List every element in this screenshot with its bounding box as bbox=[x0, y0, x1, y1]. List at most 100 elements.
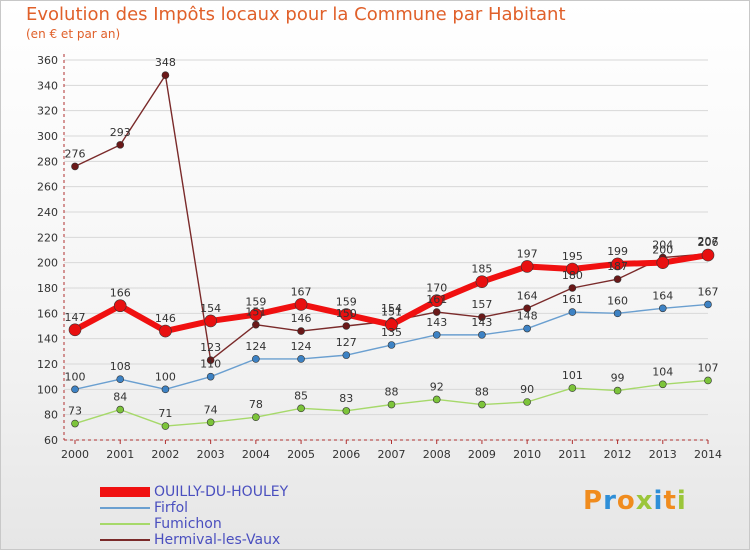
logo-letter: i bbox=[653, 486, 664, 516]
x-tick-label: 2003 bbox=[197, 448, 225, 461]
legend-label: Firfol bbox=[154, 500, 189, 516]
y-tick-label: 340 bbox=[37, 79, 58, 92]
data-label: 348 bbox=[155, 56, 176, 69]
data-label: 99 bbox=[611, 372, 625, 385]
legend-label: OUILLY-DU-HOULEY bbox=[154, 484, 289, 500]
data-label: 123 bbox=[200, 341, 221, 354]
chart-title: Evolution des Impôts locaux pour la Comm… bbox=[26, 4, 566, 25]
data-point bbox=[611, 257, 624, 271]
x-tick-label: 2002 bbox=[151, 448, 179, 461]
data-point bbox=[430, 294, 444, 307]
legend-swatch bbox=[100, 487, 150, 497]
data-point bbox=[478, 313, 486, 321]
data-point bbox=[523, 304, 531, 313]
x-tick-label: 2000 bbox=[61, 448, 89, 461]
data-label: 90 bbox=[520, 383, 534, 396]
data-label: 85 bbox=[294, 389, 308, 402]
data-point bbox=[161, 422, 170, 430]
data-label: 159 bbox=[336, 296, 357, 309]
data-label: 143 bbox=[471, 316, 492, 329]
x-tick-label: 2014 bbox=[694, 448, 722, 461]
data-label: 127 bbox=[336, 336, 357, 349]
data-label: 195 bbox=[562, 250, 583, 263]
x-tick-label: 2005 bbox=[287, 448, 315, 461]
legend-item: Firfol bbox=[100, 500, 288, 516]
data-point bbox=[478, 331, 486, 339]
y-tick-label: 280 bbox=[37, 155, 58, 168]
data-point bbox=[116, 375, 125, 384]
data-point bbox=[387, 400, 396, 409]
legend-item: Fumichon bbox=[100, 516, 288, 532]
data-label: 104 bbox=[652, 365, 673, 378]
data-point bbox=[568, 284, 577, 292]
x-tick-label: 2001 bbox=[106, 448, 134, 461]
data-point bbox=[613, 275, 622, 283]
data-point bbox=[71, 419, 79, 428]
y-tick-label: 140 bbox=[37, 333, 58, 346]
data-label: 74 bbox=[204, 403, 218, 416]
data-label: 167 bbox=[698, 285, 719, 298]
legend-item: Hermival-les-Vaux bbox=[100, 532, 288, 548]
proxiti-logo: Proxiti bbox=[583, 486, 687, 516]
data-label: 124 bbox=[245, 340, 266, 353]
data-point bbox=[252, 413, 260, 422]
legend-label: Hermival-les-Vaux bbox=[154, 532, 281, 548]
logo-letter: x bbox=[635, 486, 654, 516]
data-label: 110 bbox=[200, 358, 221, 371]
data-point bbox=[252, 355, 260, 363]
y-tick-label: 60 bbox=[44, 434, 58, 447]
legend-swatch bbox=[100, 523, 150, 525]
data-label: 108 bbox=[110, 360, 131, 373]
data-label: 164 bbox=[652, 289, 673, 302]
data-label: 161 bbox=[426, 293, 447, 306]
x-tick-label: 2008 bbox=[423, 448, 451, 461]
data-label: 157 bbox=[471, 298, 492, 311]
data-point bbox=[568, 308, 577, 316]
x-tick-label: 2010 bbox=[513, 448, 541, 461]
data-label: 154 bbox=[381, 302, 402, 315]
data-label: 151 bbox=[245, 306, 266, 319]
data-label: 167 bbox=[291, 285, 312, 298]
data-point bbox=[161, 385, 170, 394]
logo-letter: o bbox=[616, 486, 636, 516]
data-label: 185 bbox=[471, 263, 492, 276]
logo-letter: i bbox=[676, 486, 687, 516]
data-point bbox=[116, 405, 125, 414]
data-label: 187 bbox=[607, 260, 628, 273]
data-point bbox=[520, 260, 534, 273]
data-point bbox=[658, 304, 667, 313]
data-point bbox=[704, 300, 712, 309]
data-point bbox=[432, 331, 441, 339]
data-label: 83 bbox=[339, 392, 353, 405]
x-tick-label: 2004 bbox=[242, 448, 270, 461]
data-point bbox=[249, 308, 263, 321]
data-point bbox=[342, 407, 351, 415]
data-label: 78 bbox=[249, 398, 263, 411]
data-label: 160 bbox=[607, 294, 628, 307]
y-tick-label: 120 bbox=[37, 358, 58, 371]
data-point bbox=[613, 309, 622, 318]
data-point bbox=[704, 376, 712, 385]
x-tick-label: 2007 bbox=[378, 448, 406, 461]
data-label: 146 bbox=[155, 312, 176, 325]
y-tick-label: 100 bbox=[37, 383, 58, 396]
data-label: 100 bbox=[155, 370, 176, 383]
data-label: 147 bbox=[65, 311, 86, 324]
data-point bbox=[701, 248, 715, 262]
data-label: 161 bbox=[562, 293, 583, 306]
data-label: 148 bbox=[517, 310, 538, 323]
legend-label: Fumichon bbox=[154, 516, 222, 532]
x-tick-label: 2013 bbox=[649, 448, 677, 461]
data-point bbox=[206, 372, 215, 381]
data-label: 200 bbox=[652, 244, 673, 257]
data-point bbox=[475, 275, 489, 288]
data-point bbox=[342, 351, 351, 359]
data-label: 143 bbox=[426, 316, 447, 329]
logo-letter: t bbox=[663, 486, 677, 516]
legend-swatch bbox=[100, 539, 150, 541]
data-point bbox=[656, 256, 670, 269]
data-label: 154 bbox=[200, 302, 221, 315]
data-point bbox=[342, 322, 351, 330]
data-label: 92 bbox=[430, 380, 444, 393]
